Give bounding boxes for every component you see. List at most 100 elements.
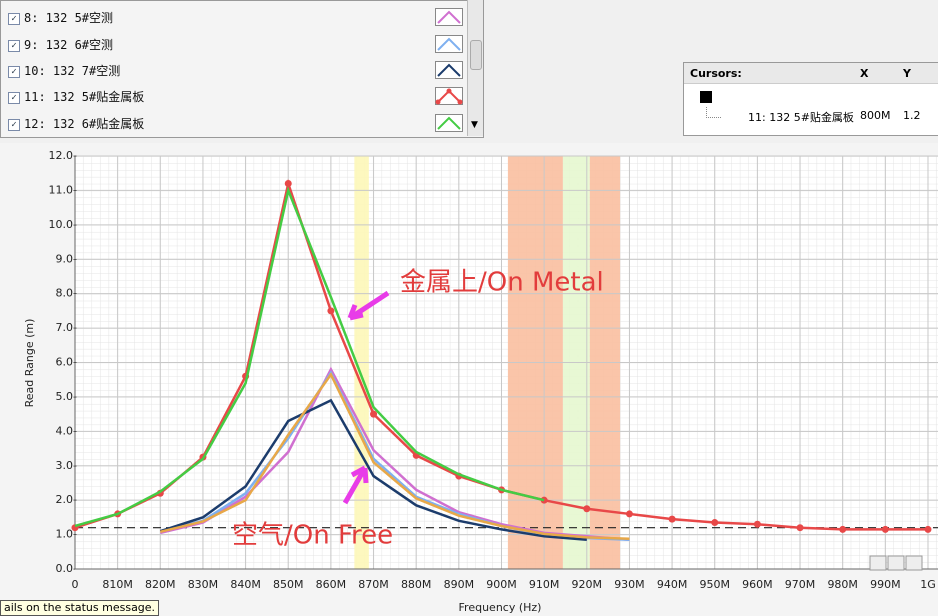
x-tick-label: 870M: [358, 578, 389, 591]
checkbox[interactable]: ✓: [8, 65, 20, 78]
x-tick-label: 940M: [657, 578, 688, 591]
legend-swatch[interactable]: [435, 87, 463, 105]
swatch-marker: [435, 99, 441, 105]
legend-panel: [0, 0, 484, 138]
legend-entry[interactable]: ✓ 9: 132 6#空测: [8, 36, 113, 54]
annotation: 金属上/On Metal: [400, 268, 604, 298]
tool-cursor[interactable]: [869, 555, 887, 571]
status-tooltip: ails on the status message.: [0, 600, 160, 616]
cursor-x-header: X: [860, 67, 869, 80]
x-tick-label: 840M: [230, 578, 261, 591]
series-line: [159, 398, 587, 541]
y-tick-label: 11.0-: [49, 183, 77, 196]
swatch-marker: [457, 99, 463, 105]
data-point: [583, 505, 591, 513]
checkbox[interactable]: ✓: [8, 91, 20, 104]
legend-swatch[interactable]: [435, 35, 463, 53]
arrow: [347, 290, 390, 321]
checkbox[interactable]: ✓: [8, 39, 20, 52]
chart: 0.0- 1.0- 2.0- 3.0- 4.0- 5.0- 6.0- 7.0- 8.0- 9.0-…: [0, 143, 938, 616]
data-point: [668, 515, 676, 523]
swatch-box: [435, 61, 463, 79]
x-tick-label: 860M: [316, 578, 347, 591]
swatch-box: [435, 87, 463, 105]
checkbox[interactable]: ✓: [8, 118, 20, 131]
x-tick-label: 920M: [572, 578, 603, 591]
x-tick-label: 980M: [827, 578, 858, 591]
swatch-marker: [446, 88, 452, 94]
cursor-swatch[interactable]: [700, 91, 712, 103]
legend-entry[interactable]: ✓ 11: 132 5#贴金属板: [8, 88, 144, 106]
x-tick-label: 950M: [700, 578, 731, 591]
legend-swatch[interactable]: [435, 114, 463, 132]
y-tick-label: 6.0-: [56, 356, 77, 369]
x-tick-label: 960M: [742, 578, 773, 591]
cursor-title: Cursors:: [690, 67, 742, 80]
swatch-line: [437, 10, 461, 24]
graph-tools[interactable]: [869, 555, 923, 571]
swatch-box: [435, 35, 463, 53]
data-point: [839, 525, 847, 533]
y-axis-title: Read Range (m): [23, 319, 36, 408]
cursor-panel: Cursors: X Y 11: 132 5#贴金属板 800M 1.2: [683, 62, 938, 136]
y-tick-label: 3.0-: [56, 459, 77, 472]
swatch-line: [437, 63, 461, 77]
x-tick-label: 900M: [486, 578, 517, 591]
x-axis-title: Frequency (Hz): [459, 601, 542, 614]
legend-swatch[interactable]: [435, 8, 463, 26]
swatch-line: [437, 116, 461, 130]
data-point: [924, 525, 932, 533]
legend-entry[interactable]: ✓ 10: 132 7#空测: [8, 62, 120, 80]
x-tick-label: 910M: [529, 578, 560, 591]
cursor-y-header: Y: [903, 67, 911, 80]
x-tick-label: 830M: [188, 578, 219, 591]
tool-pan[interactable]: [905, 555, 923, 571]
x-tick-label: 0: [72, 578, 79, 591]
tree-line: [706, 107, 721, 118]
data-point: [711, 519, 719, 527]
x-tick-label: 890M: [444, 578, 475, 591]
series-line: [74, 186, 545, 528]
cursor-y[interactable]: 1.2: [903, 109, 921, 122]
scrollbar[interactable]: ▼: [467, 0, 483, 136]
y-tick-label: 9.0-: [56, 252, 77, 265]
legend-entry[interactable]: ✓ 12: 132 6#贴金属板: [8, 115, 144, 133]
cursor-header: [684, 63, 938, 84]
cursor-x[interactable]: 800M: [860, 109, 891, 122]
y-tick-label: 4.0-: [56, 424, 77, 437]
x-tick-label: 880M: [401, 578, 432, 591]
tool-zoom[interactable]: [887, 555, 905, 571]
y-tick-label: 5.0-: [56, 390, 77, 403]
y-tick-label: 2.0-: [56, 493, 77, 506]
legend-label: 11: 132 5#贴金属板: [24, 90, 145, 104]
checkbox[interactable]: ✓: [8, 12, 20, 25]
annotation: 空气/On Free: [232, 521, 393, 551]
legend-swatch[interactable]: [435, 61, 463, 79]
x-tick-label: 990M: [870, 578, 901, 591]
cursor-name[interactable]: 11: 132 5#贴金属板: [748, 111, 854, 124]
legend-label: 9: 132 6#空测: [24, 38, 114, 52]
arrow: [342, 465, 369, 505]
legend-label: 10: 132 7#空测: [24, 64, 121, 78]
scroll-thumb[interactable]: [470, 40, 482, 70]
x-tick-label: 820M: [145, 578, 176, 591]
data-point: [881, 525, 889, 533]
data-point: [327, 307, 335, 315]
data-point: [753, 520, 761, 528]
x-tick-label: 930M: [614, 578, 645, 591]
y-tick-label: 12.0-: [49, 149, 77, 162]
y-tick-label: 0.0-: [56, 562, 77, 575]
x-tick-label: 810M: [102, 578, 133, 591]
scroll-arrow[interactable]: ▼: [471, 120, 478, 130]
series-line: [160, 372, 630, 540]
swatch-box: [435, 8, 463, 26]
data-point: [625, 510, 633, 518]
data-point: [796, 524, 804, 532]
x-tick-label: 1G: [920, 578, 936, 591]
legend-label: 8: 132 5#空测: [24, 11, 114, 25]
y-tick-label: 10.0-: [49, 218, 77, 231]
legend-entry[interactable]: ✓ 8: 132 5#空测: [8, 9, 113, 27]
x-tick-label: 850M: [273, 578, 304, 591]
swatch-line: [437, 37, 461, 51]
